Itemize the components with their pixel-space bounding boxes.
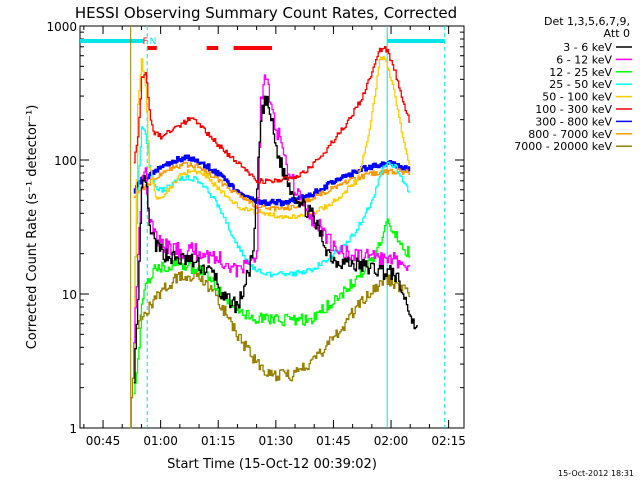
y-axis-label: Corrected Count Rate (s⁻¹ detector⁻¹) xyxy=(25,105,40,350)
flag-label: F xyxy=(143,37,148,47)
series-line-4 xyxy=(133,55,411,338)
series-line-7 xyxy=(133,161,411,212)
legend-label: 300 - 800 keV xyxy=(535,115,612,128)
legend-header-2: Att 0 xyxy=(604,27,630,40)
x-tick-label: 01:15 xyxy=(201,434,236,448)
legend-label: 50 - 100 keV xyxy=(542,91,612,104)
legend-label: 100 - 300 keV xyxy=(535,103,612,116)
series-line-3 xyxy=(133,126,411,298)
y-tick-label: 100 xyxy=(54,154,77,168)
footer-date: 15-Oct-2012 18:31 xyxy=(558,469,634,478)
plot-area: 1 10 100 1000 00:45 01:00 01:15 01:30 01:45 02:00… xyxy=(46,20,465,448)
legend-label: 7000 - 20000 keV xyxy=(514,140,612,153)
x-tick-label: 01:00 xyxy=(143,434,178,448)
legend-label: 3 - 6 keV xyxy=(563,41,612,54)
series-line-8 xyxy=(129,271,411,429)
flag-label: N xyxy=(150,37,157,47)
x-tick-label: 02:15 xyxy=(431,434,466,448)
legend-label: 800 - 7000 keV xyxy=(528,128,612,141)
x-tick-label: 02:00 xyxy=(374,434,409,448)
chart-title: HESSI Observing Summary Count Rates, Cor… xyxy=(75,4,457,22)
x-axis-label: Start Time (15-Oct-12 00:39:02) xyxy=(167,457,377,472)
series-line-5 xyxy=(133,46,411,184)
x-tick-label: 01:30 xyxy=(259,434,294,448)
legend-label: 6 - 12 keV xyxy=(556,53,612,66)
y-tick-label: 1000 xyxy=(46,20,77,34)
y-tick-label: 1 xyxy=(69,422,77,436)
plot-frame xyxy=(79,25,465,429)
series-line-2 xyxy=(133,218,411,395)
series-line-6 xyxy=(133,154,411,207)
legend-label: 25 - 50 keV xyxy=(549,78,612,91)
legend-label: 12 - 25 keV xyxy=(549,66,612,79)
x-tick-label: 00:45 xyxy=(86,434,121,448)
x-tick-label: 01:45 xyxy=(316,434,351,448)
series-line-0 xyxy=(133,95,418,384)
y-tick-label: 10 xyxy=(62,288,77,302)
legend-header-1: Det 1,3,5,6,7,9, xyxy=(544,15,630,28)
